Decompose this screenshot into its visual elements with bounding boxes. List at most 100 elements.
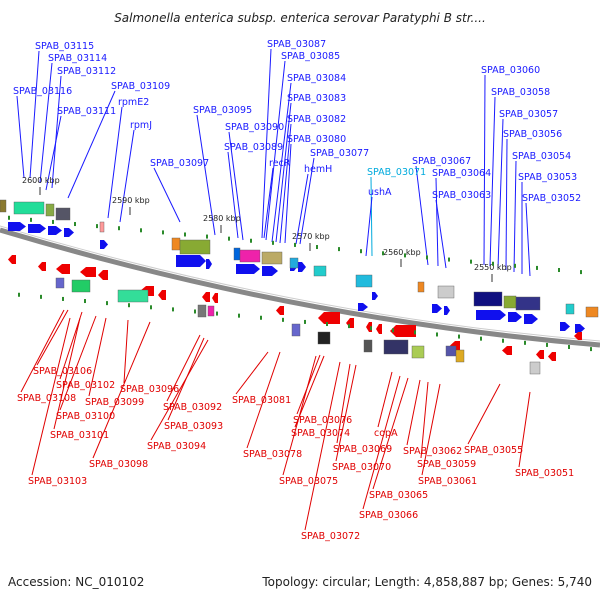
forward-gene-label[interactable]: SPAB_03083 [287,93,346,104]
reverse-cds-arrow[interactable] [276,306,284,315]
reverse-gene-label[interactable]: SPAB_03094 [147,441,206,452]
feature-box[interactable] [55,207,71,221]
forward-gene-label[interactable]: SPAB_03082 [287,114,346,125]
reverse-gene-label[interactable]: SPAB_03072 [301,531,360,542]
reverse-gene-label[interactable]: SPAB_03076 [293,415,352,426]
reverse-cds-arrow[interactable] [158,290,166,300]
forward-cds-arrow[interactable] [476,310,506,320]
reverse-gene-label[interactable]: SPAB_03074 [291,428,350,439]
feature-box[interactable] [437,285,455,299]
reverse-gene-label[interactable]: SPAB_03108 [17,393,76,404]
feature-box[interactable] [55,277,65,289]
forward-gene-label[interactable]: SPAB_03060 [481,65,540,76]
reverse-gene-label[interactable]: SPAB_03093 [164,421,223,432]
forward-gene-label[interactable]: SPAB_03116 [13,86,72,97]
forward-gene-label[interactable]: SPAB_03056 [503,129,562,140]
feature-box[interactable] [45,203,55,217]
forward-gene-label[interactable]: rpmJ [130,120,152,131]
forward-gene-label[interactable]: SPAB_03058 [491,87,550,98]
forward-gene-label[interactable]: hemH [304,164,332,175]
feature-box[interactable] [233,247,241,261]
reverse-gene-label[interactable]: SPAB_03106 [33,366,92,377]
forward-gene-label[interactable]: SPAB_03064 [432,168,491,179]
forward-gene-label[interactable]: SPAB_03109 [111,81,170,92]
forward-gene-label[interactable]: SPAB_03085 [281,51,340,62]
feature-box[interactable] [117,289,149,303]
forward-cds-arrow[interactable] [8,222,26,231]
reverse-gene-label[interactable]: SPAB_03081 [232,395,291,406]
forward-cds-arrow[interactable] [432,304,442,313]
feature-box[interactable] [0,199,7,213]
reverse-gene-label[interactable]: SPAB_03065 [369,490,428,501]
forward-gene-label[interactable]: SPAB_03063 [432,190,491,201]
forward-gene-label[interactable]: SPAB_03084 [287,73,346,84]
feature-box[interactable] [417,281,425,293]
feature-box[interactable] [207,305,215,317]
forward-cds-arrow[interactable] [444,306,450,315]
feature-box[interactable] [363,339,373,353]
forward-cds-arrow[interactable] [372,292,378,300]
reverse-cds-arrow[interactable] [212,293,218,303]
feature-box[interactable] [355,274,373,288]
reverse-cds-arrow[interactable] [80,267,96,277]
reverse-gene-label[interactable]: SPAB_03098 [89,459,148,470]
forward-gene-label[interactable]: recR [269,158,291,169]
forward-gene-label[interactable]: rpmE2 [118,97,149,108]
reverse-gene-label[interactable]: SPAB_03051 [515,468,574,479]
forward-cds-arrow[interactable] [262,266,278,276]
reverse-gene-label[interactable]: SPAB_03061 [418,476,477,487]
feature-box[interactable] [99,221,105,233]
reverse-cds-arrow[interactable] [318,312,340,324]
reverse-gene-label[interactable]: SPAB_03075 [279,476,338,487]
feature-box[interactable] [239,249,261,263]
reverse-gene-label[interactable]: SPAB_03099 [85,397,144,408]
forward-gene-label[interactable]: SPAB_03087 [267,39,326,50]
reverse-cds-arrow[interactable] [98,270,108,280]
reverse-gene-label[interactable]: SPAB_03069 [333,444,392,455]
feature-box[interactable] [261,251,283,265]
forward-cds-arrow[interactable] [524,314,538,324]
feature-box[interactable] [383,339,409,355]
feature-box[interactable] [291,323,301,337]
forward-gene-label[interactable]: SPAB_03053 [518,172,577,183]
reverse-gene-label[interactable]: SPAB_03062 [403,446,462,457]
reverse-cds-arrow[interactable] [502,346,512,355]
feature-box[interactable] [473,291,503,307]
forward-gene-label[interactable]: SPAB_03111 [57,106,116,117]
feature-box[interactable] [445,345,457,357]
forward-gene-label[interactable]: SPAB_03095 [193,105,252,116]
forward-gene-label[interactable]: SPAB_03115 [35,41,94,52]
reverse-cds-arrow[interactable] [202,292,210,302]
forward-gene-label[interactable]: SPAB_03114 [48,53,107,64]
forward-cds-arrow[interactable] [176,255,206,267]
forward-cds-arrow[interactable] [206,259,212,269]
forward-cds-arrow[interactable] [100,240,108,249]
forward-cds-arrow[interactable] [48,226,62,235]
feature-box[interactable] [529,361,541,375]
forward-gene-label[interactable]: SPAB_03057 [499,109,558,120]
forward-cds-arrow[interactable] [236,264,260,274]
reverse-cds-arrow[interactable] [8,255,16,264]
reverse-gene-label[interactable]: SPAB_03066 [359,510,418,521]
forward-gene-label[interactable]: SPAB_03097 [150,158,209,169]
feature-box[interactable] [585,306,599,318]
feature-box[interactable] [317,331,331,345]
forward-cds-arrow[interactable] [298,262,306,272]
forward-cds-arrow[interactable] [560,322,570,331]
reverse-gene-label[interactable]: SPAB_03092 [163,402,222,413]
feature-box[interactable] [565,303,575,315]
forward-gene-label[interactable]: ushA [368,187,392,198]
forward-gene-label[interactable]: SPAB_03071 [367,167,426,178]
feature-box[interactable] [71,279,91,293]
forward-gene-label[interactable]: SPAB_03089 [224,142,283,153]
reverse-gene-label[interactable]: SPAB_03078 [243,449,302,460]
forward-cds-arrow[interactable] [358,303,368,311]
reverse-gene-label[interactable]: SPAB_03103 [28,476,87,487]
reverse-cds-arrow[interactable] [38,262,46,271]
forward-gene-label[interactable]: SPAB_03080 [287,134,346,145]
forward-cds-arrow[interactable] [508,312,522,322]
forward-gene-label[interactable]: SPAB_03067 [412,156,471,167]
feature-box[interactable] [503,295,517,309]
feature-box[interactable] [411,345,425,359]
reverse-gene-label[interactable]: SPAB_03101 [50,430,109,441]
